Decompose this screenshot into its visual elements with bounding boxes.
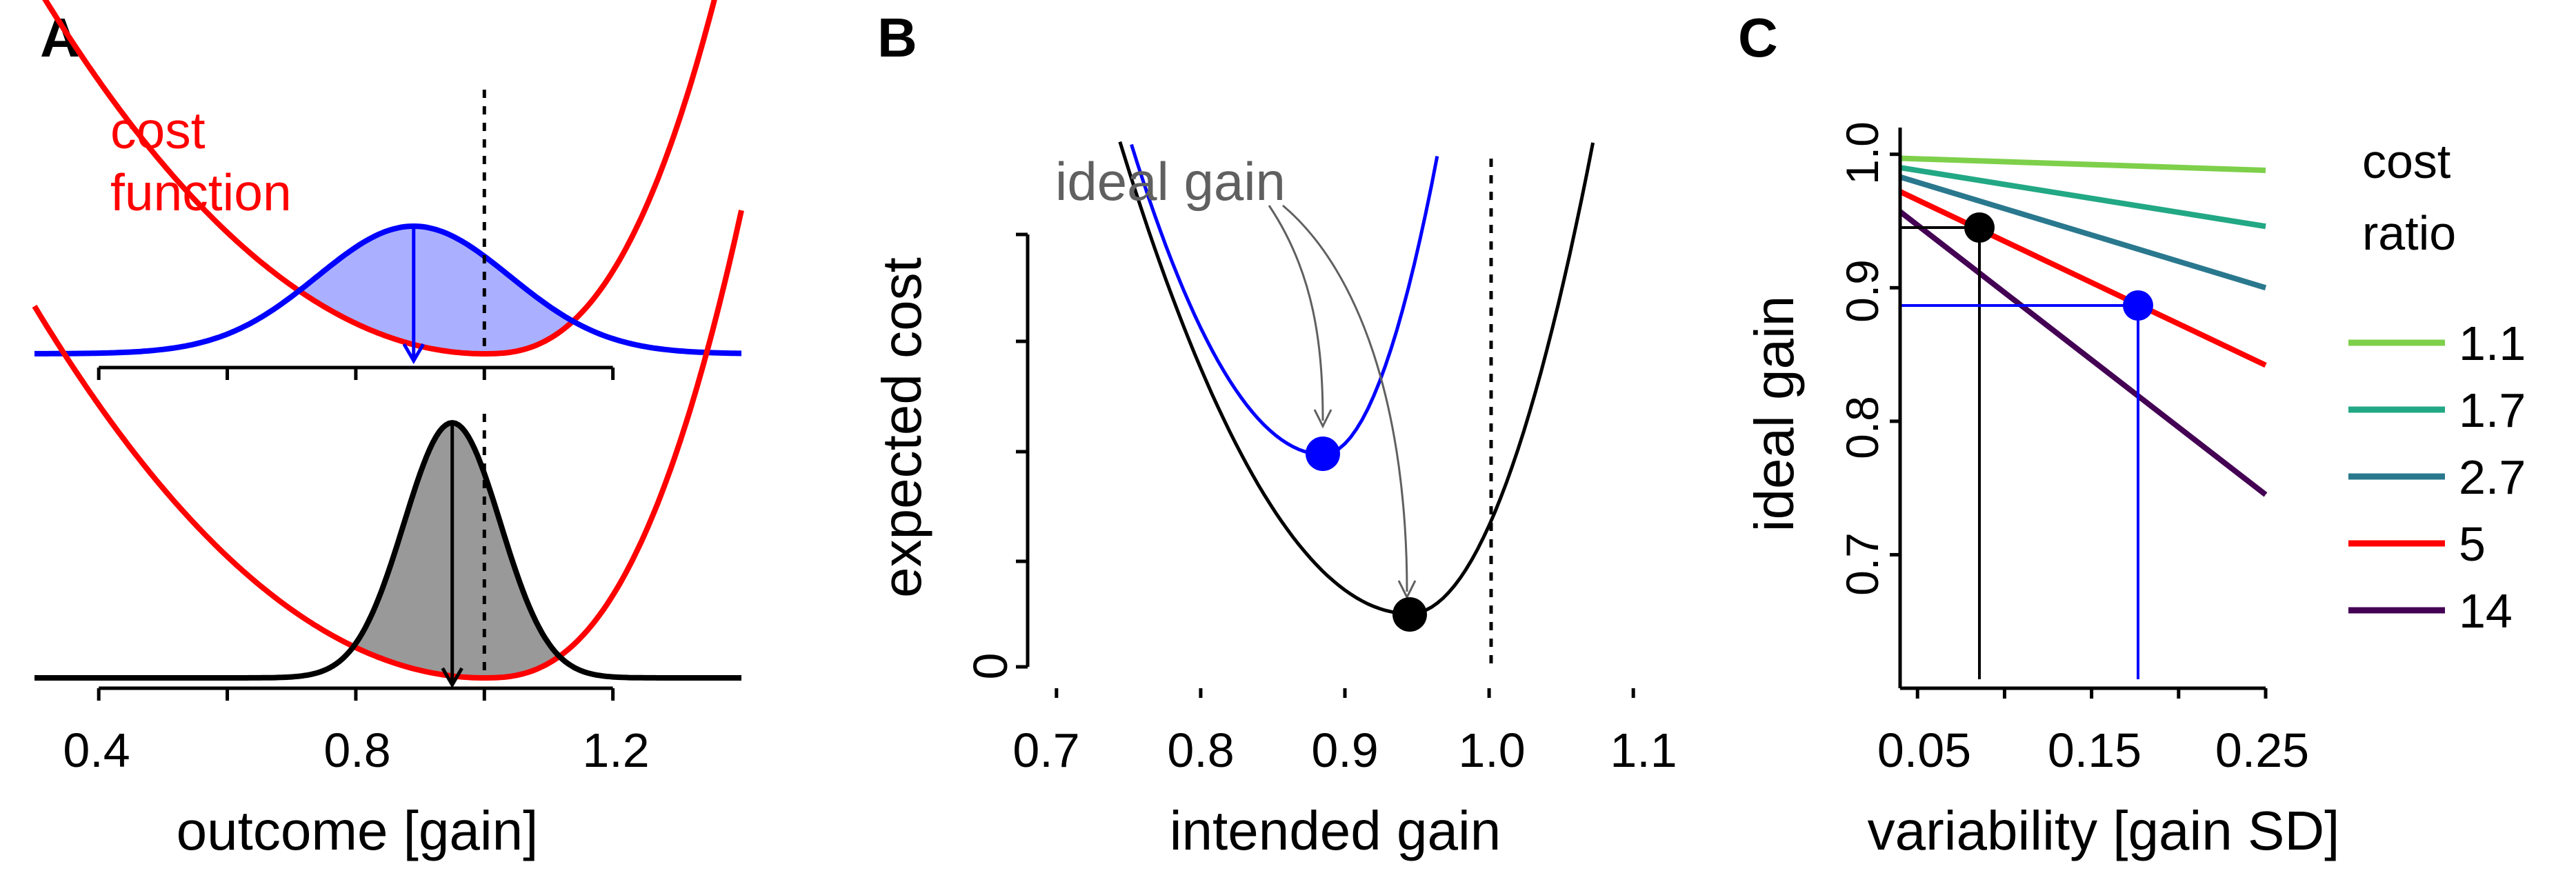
panel-c-xtick-1: 0.15 [2048, 723, 2141, 777]
panel-b-xtick-3: 1.0 [1458, 723, 1525, 777]
panel-c-series-1.7 [1899, 165, 2266, 230]
panel-c: C 0.7 0.8 0.9 1.0 ideal gain 0.05 0.15 0… [1738, 7, 2526, 861]
panel-b-annotation-arrow-black [1282, 204, 1408, 592]
panel-b-ylabel: expected cost [871, 257, 932, 598]
panel-c-point-black [1964, 212, 1995, 243]
panel-a-xtick-1: 0.8 [323, 723, 390, 777]
panel-a-label: A [40, 7, 80, 68]
legend-title-line1: cost [2362, 134, 2450, 188]
panel-c-ylabel: ideal gain [1744, 296, 1805, 532]
panel-c-series-1.1 [1899, 155, 2266, 173]
panel-b-curve-blue [1130, 143, 1439, 457]
panel-c-ytick-3: 1.0 [1837, 121, 1888, 185]
legend-label-5: 5 [2459, 517, 2486, 571]
panel-a-bottom-cost-curve [32, 210, 744, 681]
panel-a-xlabel: outcome [gain] [177, 800, 539, 861]
panel-c-ytick-2: 0.9 [1837, 259, 1888, 323]
legend-label-1.7: 1.7 [2459, 383, 2526, 437]
panel-b-minimum-black [1392, 597, 1427, 632]
panel-b-xtick-2: 0.9 [1311, 723, 1378, 777]
panel-c-xtick-2: 0.25 [2215, 723, 2309, 777]
panel-b-xtick-1: 0.8 [1167, 723, 1234, 777]
panel-c-ytick-1: 0.8 [1837, 396, 1888, 459]
panel-a-bottom-fill [34, 210, 741, 678]
panel-b: B ideal gain 0 expected cost 0.7 0.8 0.9… [871, 7, 1677, 861]
panel-c-xlabel: variability [gain SD] [1868, 800, 2340, 861]
panel-c-series-2.7 [1899, 174, 2267, 291]
panel-b-xtick-0: 0.7 [1012, 723, 1079, 777]
panel-c-ytick-0: 0.7 [1837, 532, 1888, 596]
panel-b-annotation-arrowhead-blue [1313, 409, 1332, 429]
legend-label-14: 14 [2459, 584, 2513, 638]
panel-b-ytick-0: 0 [963, 653, 1017, 680]
legend-label-1.1: 1.1 [2459, 317, 2526, 370]
panel-a-top-axis [97, 365, 615, 380]
panel-b-minimum-blue [1306, 437, 1340, 471]
panel-c-lines [1898, 155, 2268, 497]
panel-b-curve-black [1118, 141, 1595, 616]
legend-title-line2: ratio [2362, 206, 2456, 260]
panel-c-series-5 [1899, 189, 2267, 368]
legend-label-2.7: 2.7 [2459, 450, 2526, 504]
panel-a-bottom-distribution [34, 419, 741, 681]
panel-a-top-mean-arrow [402, 343, 425, 364]
cost-function-label-line1: cost [110, 101, 206, 159]
panel-a-xtick-2: 1.2 [582, 723, 649, 777]
panel-a-xtick-0: 0.4 [63, 723, 130, 777]
panel-b-annotation: ideal gain [1055, 151, 1286, 212]
panel-a-top-distribution [34, 223, 741, 357]
panel-c-xtick-0: 0.05 [1877, 723, 1971, 777]
panel-a-bottom-mean-arrow [441, 667, 463, 688]
panel-b-y-ticks [1016, 232, 1028, 669]
panel-b-annotation-arrowhead-black [1397, 580, 1417, 600]
panel-b-label: B [877, 7, 917, 68]
cost-function-label-line2: function [110, 163, 292, 221]
panel-a-top-cost-curve [42, 0, 717, 357]
panel-b-xtick-4: 1.1 [1610, 723, 1677, 777]
panel-c-ticks [1890, 152, 2268, 699]
panel-a: A cost function 0.4 0.8 1.2 outcome [gai… [32, 0, 744, 861]
panel-b-x-ticks [1055, 688, 1635, 698]
panel-c-point-blue [2123, 290, 2153, 321]
panel-c-label: C [1738, 7, 1778, 68]
panel-b-xlabel: intended gain [1170, 800, 1501, 861]
legend: 1.1 1.7 2.7 5 14 [2348, 317, 2526, 638]
panel-a-top-fill [45, 0, 715, 354]
panel-c-series-14 [1898, 209, 2268, 497]
panel-a-bottom-axis [97, 686, 615, 701]
panel-b-annotation-arrow-blue [1268, 205, 1324, 421]
